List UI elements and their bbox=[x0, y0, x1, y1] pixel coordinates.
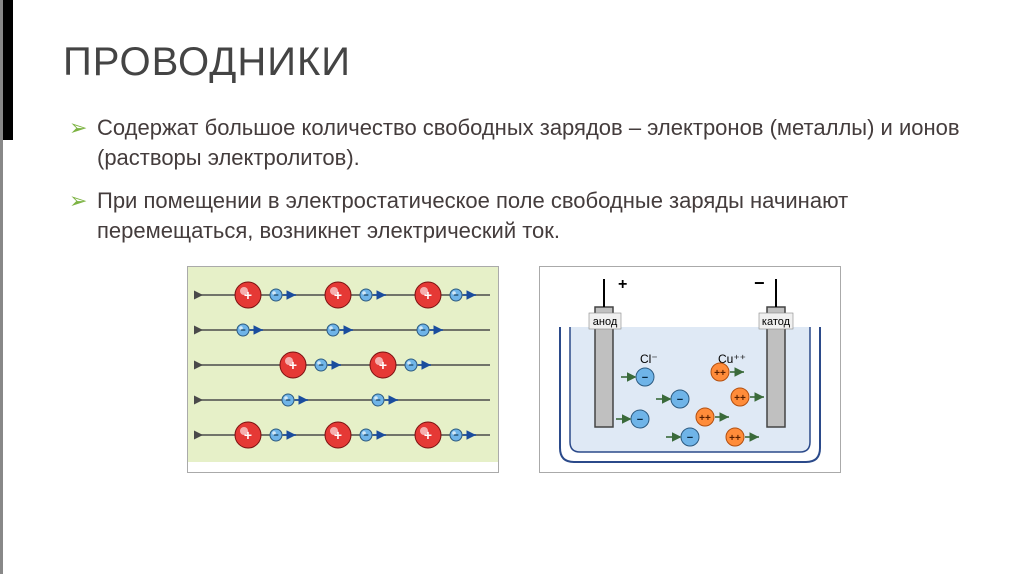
svg-text:+: + bbox=[423, 427, 431, 443]
svg-text:−: − bbox=[363, 430, 368, 440]
svg-text:−: − bbox=[240, 325, 245, 335]
svg-text:+: + bbox=[378, 357, 386, 373]
svg-text:++: ++ bbox=[734, 393, 746, 404]
bullet-2: При помещении в электростатическое поле … bbox=[73, 186, 974, 245]
svg-text:−: − bbox=[330, 325, 335, 335]
bullet-1: Содержат большое количество свободных за… bbox=[73, 113, 974, 172]
svg-text:+: + bbox=[288, 357, 296, 373]
svg-text:+: + bbox=[333, 287, 341, 303]
svg-text:++: ++ bbox=[714, 368, 726, 379]
svg-text:−: − bbox=[641, 372, 647, 384]
svg-text:−: − bbox=[453, 290, 458, 300]
svg-text:катод: катод bbox=[761, 316, 790, 328]
svg-text:+: + bbox=[243, 427, 251, 443]
svg-text:−: − bbox=[375, 395, 380, 405]
metal-conductor-diagram: + + + + + + + + − − − − − − − − − − − − − bbox=[187, 266, 499, 473]
svg-text:Cl⁻: Cl⁻ bbox=[640, 352, 658, 366]
svg-text:−: − bbox=[676, 394, 682, 406]
svg-text:−: − bbox=[686, 432, 692, 444]
svg-text:−: − bbox=[636, 414, 642, 426]
svg-text:++: ++ bbox=[699, 413, 711, 424]
svg-text:+: + bbox=[243, 287, 251, 303]
svg-text:−: − bbox=[318, 360, 323, 370]
svg-text:+: + bbox=[423, 287, 431, 303]
svg-text:анод: анод bbox=[592, 316, 617, 328]
svg-text:−: − bbox=[273, 290, 278, 300]
svg-text:−: − bbox=[273, 430, 278, 440]
svg-text:−: − bbox=[453, 430, 458, 440]
svg-text:+: + bbox=[618, 276, 627, 293]
electrolyte-diagram: +−анодкатодCl⁻Cu⁺⁺−−−−++++++++ bbox=[539, 266, 841, 473]
svg-text:++: ++ bbox=[729, 433, 741, 444]
page-title: ПРОВОДНИКИ bbox=[63, 40, 974, 85]
svg-text:−: − bbox=[420, 325, 425, 335]
svg-text:−: − bbox=[408, 360, 413, 370]
svg-text:−: − bbox=[285, 395, 290, 405]
svg-text:−: − bbox=[754, 273, 765, 293]
svg-text:−: − bbox=[363, 290, 368, 300]
svg-text:+: + bbox=[333, 427, 341, 443]
